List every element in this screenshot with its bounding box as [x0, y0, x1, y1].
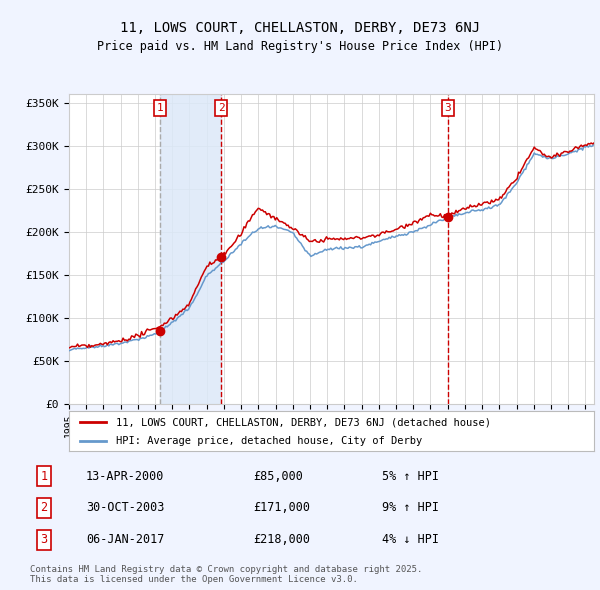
Text: 9% ↑ HPI: 9% ↑ HPI — [382, 502, 439, 514]
Text: 1: 1 — [157, 103, 163, 113]
Text: 30-OCT-2003: 30-OCT-2003 — [86, 502, 164, 514]
Text: 5% ↑ HPI: 5% ↑ HPI — [382, 470, 439, 483]
Text: 4% ↓ HPI: 4% ↓ HPI — [382, 533, 439, 546]
Text: Price paid vs. HM Land Registry's House Price Index (HPI): Price paid vs. HM Land Registry's House … — [97, 40, 503, 53]
Text: 3: 3 — [445, 103, 451, 113]
Text: 11, LOWS COURT, CHELLASTON, DERBY, DE73 6NJ: 11, LOWS COURT, CHELLASTON, DERBY, DE73 … — [120, 21, 480, 35]
Text: 2: 2 — [218, 103, 224, 113]
Text: £171,000: £171,000 — [253, 502, 310, 514]
Text: 3: 3 — [40, 533, 47, 546]
Text: 1: 1 — [40, 470, 47, 483]
Text: 13-APR-2000: 13-APR-2000 — [86, 470, 164, 483]
Text: 2: 2 — [40, 502, 47, 514]
Text: HPI: Average price, detached house, City of Derby: HPI: Average price, detached house, City… — [116, 435, 422, 445]
Text: 06-JAN-2017: 06-JAN-2017 — [86, 533, 164, 546]
Text: 11, LOWS COURT, CHELLASTON, DERBY, DE73 6NJ (detached house): 11, LOWS COURT, CHELLASTON, DERBY, DE73 … — [116, 417, 491, 427]
Bar — [160, 94, 221, 404]
Text: £218,000: £218,000 — [253, 533, 310, 546]
Text: Contains HM Land Registry data © Crown copyright and database right 2025.
This d: Contains HM Land Registry data © Crown c… — [30, 565, 422, 584]
Text: £85,000: £85,000 — [253, 470, 303, 483]
